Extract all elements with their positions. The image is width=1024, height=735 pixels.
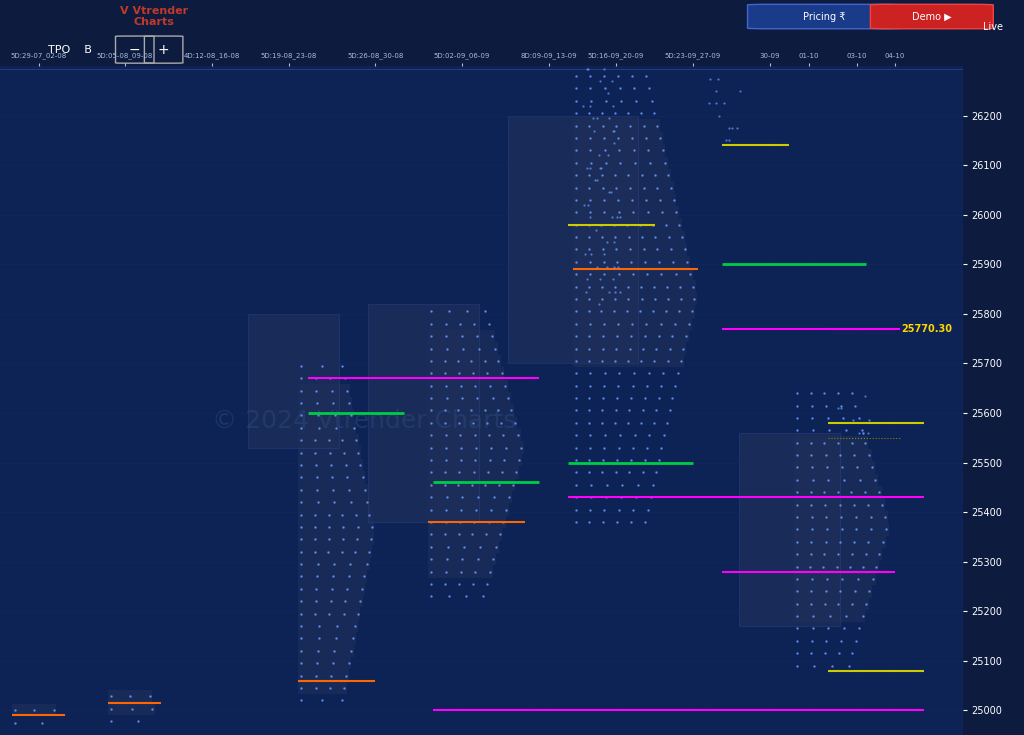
Bar [795,437,868,449]
Bar [298,607,360,620]
Bar [298,496,370,509]
Bar [428,330,495,343]
Bar [795,560,879,573]
Bar [109,703,156,715]
Bar [298,459,364,471]
Bar [298,583,365,595]
Bar [298,520,375,533]
Bar [428,478,515,491]
Bar [572,132,663,144]
Bar [572,206,679,218]
Bar [572,281,695,293]
Bar [428,404,514,417]
Bar [795,498,885,511]
Bar [572,243,687,256]
Bar [298,446,360,459]
Bar [12,704,56,717]
Bar [795,473,879,486]
Bar [795,449,871,462]
Bar [428,379,508,392]
Bar [795,486,882,498]
Bar [298,682,347,694]
Bar [298,545,372,558]
Bar [428,503,509,516]
Bar [795,598,868,610]
Bar [298,558,370,570]
Bar [298,434,358,446]
FancyBboxPatch shape [748,4,901,29]
Bar [298,533,374,545]
Bar [572,182,674,194]
Bar [428,343,498,355]
Bar [428,392,511,404]
Bar [428,553,496,565]
Bar [298,657,351,670]
Bar [428,565,493,578]
FancyBboxPatch shape [870,4,993,29]
Bar [298,620,358,632]
Bar [795,523,889,536]
Bar [298,645,353,657]
Bar [572,231,685,243]
Bar [428,528,503,540]
Text: V Vtrender
Charts: V Vtrender Charts [120,6,187,27]
Bar [795,536,886,548]
Bar [298,595,362,607]
Text: +: + [158,43,169,57]
Text: −: − [129,43,140,57]
Bar [572,355,684,368]
Bar [795,462,874,473]
Text: Demo ▶: Demo ▶ [912,12,951,21]
Bar [572,318,692,330]
Bar [428,540,500,553]
Bar [428,516,506,528]
Bar [572,194,677,206]
Text: 25770.30: 25770.30 [901,323,952,334]
Bar [369,304,479,522]
Bar [298,384,349,397]
Bar [572,343,686,355]
Bar [298,471,366,484]
Text: TPO    B: TPO B [48,45,92,54]
Bar [298,484,368,496]
Bar [428,453,522,466]
Text: Pricing ₹: Pricing ₹ [803,12,846,21]
Bar [428,355,501,368]
Bar [795,511,889,523]
Bar [738,433,840,626]
Bar [109,690,153,703]
Bar [508,115,638,363]
Bar [572,293,697,305]
Bar [572,169,671,182]
Bar [572,305,694,318]
Text: © 2024 Vtrender Charts: © 2024 Vtrender Charts [212,409,516,433]
Bar [428,429,520,442]
Bar [428,491,512,503]
Bar [572,268,693,281]
Bar [298,632,356,645]
Bar [428,368,505,379]
Bar [298,509,373,520]
Bar [298,570,368,583]
Bar [428,442,524,453]
Bar [572,119,660,132]
Bar [572,144,666,157]
Bar [428,417,517,429]
Text: Live: Live [983,22,1004,32]
Bar [572,256,690,268]
Bar [298,409,354,422]
Bar [298,670,349,682]
Bar [572,157,669,169]
Bar [428,466,519,478]
Bar [298,397,352,409]
Bar [795,573,876,585]
Bar [572,330,689,343]
Bar [795,610,865,623]
Bar [248,314,339,448]
Bar [298,422,356,434]
Bar [572,218,682,231]
Bar [795,585,872,598]
Bar [795,548,883,560]
